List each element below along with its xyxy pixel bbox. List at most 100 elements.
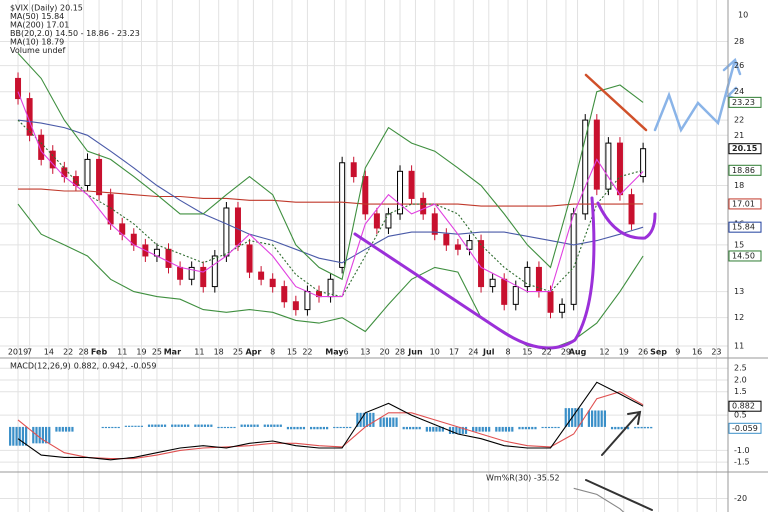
- macd-legend: -0.059: [131, 362, 157, 371]
- macd-histogram-bar: [501, 426, 504, 432]
- y-tick-label: 2.0: [734, 375, 747, 384]
- x-tick-label: 19: [619, 348, 629, 357]
- candle-body: [397, 170, 404, 215]
- candle-body: [547, 291, 554, 313]
- macd-histogram-bar: [253, 424, 256, 427]
- macd-histogram-bar: [452, 426, 455, 434]
- macd-histogram-bar: [9, 426, 12, 446]
- price-tag: [728, 198, 762, 210]
- candle-body: [593, 119, 600, 190]
- macd-histogram-bar: [365, 412, 369, 427]
- candle-body: [188, 266, 195, 280]
- candle-body: [478, 240, 485, 288]
- candle-body: [223, 207, 230, 257]
- x-tick-label: 2019: [8, 348, 28, 357]
- macd-histogram-bar: [472, 426, 475, 432]
- macd-histogram-bar: [114, 426, 117, 429]
- candle-body: [385, 213, 392, 229]
- macd-histogram-bar: [15, 426, 18, 446]
- macd-histogram-bar: [620, 426, 623, 430]
- macd-histogram-bar: [488, 426, 491, 432]
- candle-body: [200, 266, 207, 288]
- macd-histogram-bar: [594, 410, 597, 427]
- macd-histogram-bar: [455, 426, 458, 434]
- x-tick-label: 11: [117, 348, 127, 357]
- macd-histogram-bar: [233, 426, 236, 429]
- macd-histogram-bar: [134, 425, 137, 427]
- annotation-trendline: [584, 73, 648, 132]
- indicator-line: [17, 91, 644, 298]
- macd-histogram-bar: [270, 424, 273, 427]
- candle-body: [524, 266, 531, 288]
- macd-histogram-bar: [547, 426, 551, 429]
- candle-body: [165, 248, 172, 268]
- macd-histogram-bar: [140, 425, 143, 427]
- price-tag: [728, 250, 762, 262]
- macd-histogram-bar: [464, 426, 468, 434]
- macd-histogram-bar: [438, 426, 441, 432]
- macd-histogram-bar: [25, 426, 28, 446]
- macd-histogram-bar: [415, 426, 418, 430]
- macd-histogram-bar: [71, 426, 74, 432]
- macd-histogram-bar: [626, 426, 630, 430]
- macd-histogram-bar: [68, 426, 71, 432]
- candle-body: [269, 278, 276, 288]
- macd-histogram-bar: [640, 426, 643, 429]
- x-tick-label: 12: [599, 348, 609, 357]
- macd-histogram-bar: [147, 424, 151, 427]
- candle-body: [373, 213, 380, 229]
- macd-histogram-bar: [484, 426, 488, 432]
- x-tick-label: 22: [302, 348, 312, 357]
- macd-line: [17, 381, 644, 461]
- macd-histogram-bar: [55, 426, 58, 432]
- macd-histogram-bar: [41, 426, 44, 444]
- macd-tag: [728, 400, 762, 412]
- x-tick-label: 26: [638, 348, 648, 357]
- y-tick-label: 1.5: [734, 387, 747, 396]
- candle-body: [443, 233, 450, 246]
- candle-body: [234, 207, 241, 246]
- macd-histogram-bar: [372, 412, 375, 427]
- macd-histogram-bar: [32, 426, 35, 444]
- macd-histogram-bar: [527, 426, 531, 430]
- macd-histogram-bar: [319, 426, 322, 430]
- price-tag-label: 20.15: [732, 144, 758, 153]
- macd-histogram-bar: [309, 426, 313, 430]
- macd-histogram-bar: [187, 424, 190, 427]
- macd-histogram-bar: [643, 426, 646, 429]
- macd-histogram-bar: [163, 424, 167, 427]
- macd-histogram-bar: [64, 426, 68, 432]
- macd-histogram-bar: [342, 426, 345, 429]
- macd-histogram-bar: [263, 424, 266, 427]
- macd-legend: 0.882,: [74, 362, 99, 371]
- macd-histogram-bar: [379, 417, 382, 427]
- macd-histogram-bar: [554, 426, 557, 429]
- macd-histogram-bar: [336, 426, 339, 429]
- candle-body: [350, 162, 357, 178]
- candle-body: [408, 170, 415, 199]
- macd-histogram-bar: [577, 408, 580, 427]
- macd-histogram-bar: [197, 424, 200, 427]
- macd-histogram-bar: [405, 426, 409, 430]
- y-tick-label: 21: [734, 131, 744, 140]
- macd-histogram-bar: [382, 417, 385, 427]
- x-tick-label: May: [325, 348, 344, 357]
- x-tick-label: 19: [136, 348, 146, 357]
- macd-histogram-bar: [412, 426, 415, 430]
- price-tag: [728, 164, 762, 176]
- candle-body: [38, 134, 45, 160]
- candle-body: [246, 244, 253, 273]
- macd-histogram-bar: [18, 426, 21, 446]
- macd-histogram-bar: [541, 426, 544, 429]
- candle-body: [96, 158, 103, 196]
- indicator-line: [18, 188, 644, 207]
- y-tick-label: 0.5: [734, 411, 747, 420]
- candle-body: [628, 194, 635, 225]
- price-tag-label: 17.01: [732, 199, 755, 208]
- y-tick-label: 26: [734, 61, 744, 70]
- macd-histogram-bar: [266, 424, 270, 427]
- macd-histogram-bar: [551, 426, 554, 429]
- x-tick-label: 24: [468, 348, 478, 357]
- macd-histogram-bar: [557, 426, 560, 429]
- macd-histogram-bar: [160, 424, 163, 427]
